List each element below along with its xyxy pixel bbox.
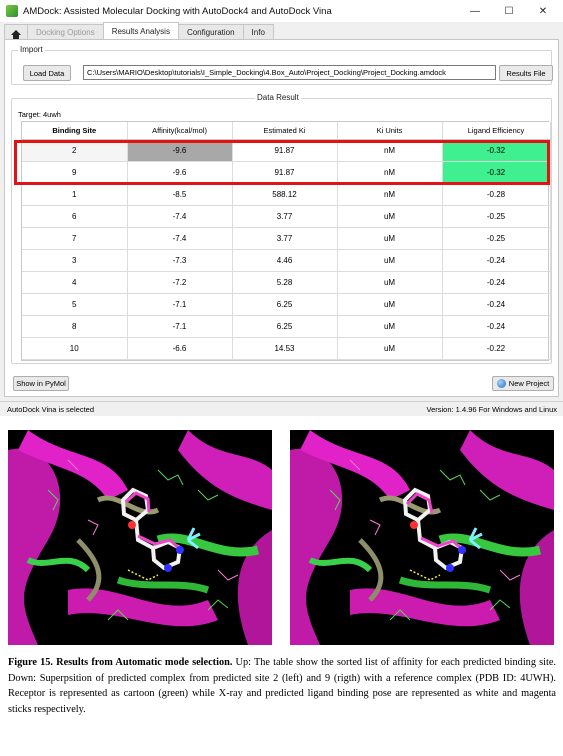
affinity-cell[interactable]: -6.6 [127, 337, 233, 360]
project-path-input[interactable]: C:\Users\MARIO\Desktop\tutorials\I_Simpl… [83, 65, 496, 80]
ligand-efficiency-cell[interactable]: -0.25 [442, 205, 551, 228]
table-row[interactable]: 4 -7.2 5.28 uM -0.24 [22, 271, 551, 294]
affinity-cell[interactable]: -7.4 [127, 227, 233, 250]
best-sites-highlight [14, 140, 550, 185]
table-row[interactable]: 6 -7.4 3.77 uM -0.25 [22, 205, 551, 228]
table-row[interactable]: 5 -7.1 6.25 uM -0.24 [22, 293, 551, 316]
estimated-ki-cell[interactable]: 3.77 [232, 205, 338, 228]
tab-results-analysis[interactable]: Results Analysis [102, 22, 179, 39]
figure-caption: Figure 15. Results from Automatic mode s… [8, 655, 556, 717]
superposition-image-right [290, 430, 554, 645]
affinity-cell[interactable]: -7.1 [127, 293, 233, 316]
estimated-ki-cell[interactable]: 588.12 [232, 183, 338, 206]
new-project-icon [496, 379, 506, 388]
ligand-efficiency-cell[interactable]: -0.32 [442, 161, 551, 184]
new-project-button[interactable]: New Project [492, 376, 554, 391]
affinity-cell[interactable]: -7.4 [127, 205, 233, 228]
ligand-efficiency-cell[interactable]: -0.24 [442, 315, 551, 338]
ki-units-cell[interactable]: nM [337, 183, 443, 206]
affinity-cell[interactable]: -7.3 [127, 249, 233, 272]
table-row[interactable]: 7 -7.4 3.77 uM -0.25 [22, 227, 551, 250]
table-row[interactable]: 2 -9.6 91.87 nM -0.32 [22, 139, 551, 162]
ki-units-cell[interactable]: nM [337, 139, 443, 162]
window-title: AMDock: Assisted Molecular Docking with … [23, 5, 332, 17]
ki-units-cell[interactable]: uM [337, 249, 443, 272]
data-result-group: Data Result [11, 93, 552, 364]
table-row[interactable]: 10 -6.6 14.53 uM -0.22 [22, 337, 551, 360]
estimated-ki-cell[interactable]: 14.53 [232, 337, 338, 360]
table-row[interactable]: 8 -7.1 6.25 uM -0.24 [22, 315, 551, 338]
import-group: Import Load Data C:\Users\MARIO\Desktop\… [11, 45, 553, 85]
import-group-title: Import [18, 45, 45, 54]
data-result-title: Data Result [255, 93, 301, 102]
affinity-cell[interactable]: -9.6 [127, 139, 233, 162]
protein-cartoon-render-right [290, 430, 554, 645]
results-file-button[interactable]: Results File [499, 65, 553, 81]
ligand-efficiency-cell[interactable]: -0.24 [442, 249, 551, 272]
binding-site-cell[interactable]: 6 [22, 205, 128, 228]
affinity-cell[interactable]: -7.1 [127, 315, 233, 338]
ki-units-cell[interactable]: uM [337, 315, 443, 338]
new-project-label: New Project [508, 379, 550, 388]
show-in-pymol-button[interactable]: Show in PyMol [13, 376, 69, 391]
estimated-ki-cell[interactable]: 6.25 [232, 293, 338, 316]
minimize-button[interactable]: — [470, 5, 480, 17]
binding-site-cell[interactable]: 10 [22, 337, 128, 360]
amdock-window: AMDock: Assisted Molecular Docking with … [0, 0, 563, 416]
tab-configuration[interactable]: Configuration [177, 24, 244, 39]
column-header-estimated-ki[interactable]: Estimated Ki [232, 122, 338, 140]
ki-units-cell[interactable]: uM [337, 293, 443, 316]
load-data-button[interactable]: Load Data [23, 65, 71, 81]
column-header-affinity[interactable]: Affinity(kcal/mol) [127, 122, 233, 140]
close-button[interactable]: ✕ [538, 5, 548, 17]
column-header-ligand-efficiency[interactable]: Ligand Efficiency [442, 122, 551, 140]
amdock-logo-icon [6, 5, 18, 17]
maximize-button[interactable]: ☐ [504, 5, 514, 17]
column-header-binding-site[interactable]: Binding Site [22, 122, 128, 140]
status-bar: AutoDock Vina is selected Version: 1.4.9… [0, 401, 563, 416]
column-header-ki-units[interactable]: Ki Units [337, 122, 443, 140]
binding-site-cell[interactable]: 7 [22, 227, 128, 250]
table-row[interactable]: 1 -8.5 588.12 nM -0.28 [22, 183, 551, 206]
binding-site-cell[interactable]: 3 [22, 249, 128, 272]
table-row[interactable]: 3 -7.3 4.46 uM -0.24 [22, 249, 551, 272]
ki-units-cell[interactable]: uM [337, 271, 443, 294]
table-header-row: Binding Site Affinity(kcal/mol) Estimate… [22, 122, 551, 140]
binding-site-cell[interactable]: 8 [22, 315, 128, 338]
ligand-efficiency-cell[interactable]: -0.22 [442, 337, 551, 360]
affinity-cell[interactable]: -7.2 [127, 271, 233, 294]
binding-site-cell[interactable]: 1 [22, 183, 128, 206]
tab-home[interactable] [4, 24, 28, 39]
affinity-cell[interactable]: -8.5 [127, 183, 233, 206]
ki-units-cell[interactable]: uM [337, 205, 443, 228]
estimated-ki-cell[interactable]: 3.77 [232, 227, 338, 250]
estimated-ki-cell[interactable]: 5.28 [232, 271, 338, 294]
binding-site-cell[interactable]: 2 [22, 139, 128, 162]
tab-info[interactable]: Info [242, 24, 274, 39]
status-version-text: Version: 1.4.96 For Windows and Linux [426, 405, 558, 414]
figure-caption-label: Figure 15. Results from Automatic mode s… [8, 657, 233, 668]
ki-units-cell[interactable]: uM [337, 227, 443, 250]
target-label: Target: 4uwh [18, 110, 61, 119]
binding-site-cell[interactable]: 5 [22, 293, 128, 316]
estimated-ki-cell[interactable]: 6.25 [232, 315, 338, 338]
main-tab-bar: Docking Options Results Analysis Configu… [4, 22, 274, 39]
results-table: Binding Site Affinity(kcal/mol) Estimate… [21, 121, 551, 361]
tab-docking-options[interactable]: Docking Options [27, 24, 104, 39]
estimated-ki-cell[interactable]: 4.46 [232, 249, 338, 272]
home-icon [11, 29, 21, 39]
ki-units-cell[interactable]: uM [337, 337, 443, 360]
title-bar: AMDock: Assisted Molecular Docking with … [0, 0, 563, 22]
protein-cartoon-render-left [8, 430, 272, 645]
superposition-image-left [8, 430, 272, 645]
status-engine-text: AutoDock Vina is selected [7, 405, 94, 414]
ligand-efficiency-cell[interactable]: -0.24 [442, 271, 551, 294]
estimated-ki-cell[interactable]: 91.87 [232, 139, 338, 162]
figure-caption-text: Up: The table show the sorted list of af… [8, 657, 556, 715]
ligand-efficiency-cell[interactable]: -0.24 [442, 293, 551, 316]
ligand-efficiency-cell[interactable]: -0.32 [442, 139, 551, 162]
ligand-efficiency-cell[interactable]: -0.28 [442, 183, 551, 206]
ligand-efficiency-cell[interactable]: -0.25 [442, 227, 551, 250]
binding-site-cell[interactable]: 4 [22, 271, 128, 294]
